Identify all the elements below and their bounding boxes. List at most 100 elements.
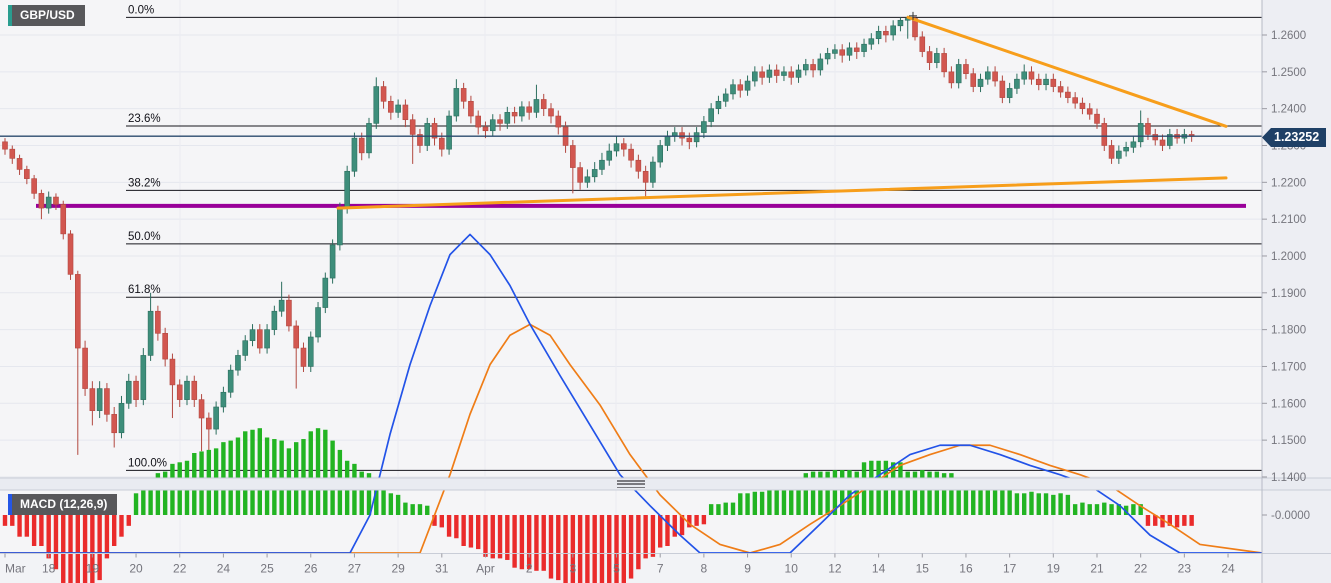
macd-histogram-bar	[1131, 504, 1136, 515]
candle-body	[89, 388, 96, 411]
macd-histogram-bar	[17, 515, 22, 537]
macd-histogram-bar	[133, 493, 139, 515]
price-tick-label: 1.2400	[1271, 104, 1306, 116]
candle-body	[708, 108, 714, 122]
candle-body	[1145, 123, 1151, 135]
candle-body	[133, 380, 139, 400]
candle-body	[351, 137, 358, 172]
macd-histogram-bar	[585, 515, 590, 583]
macd-histogram-bar	[97, 515, 102, 581]
macd-histogram-bar	[723, 502, 728, 515]
candle-body	[846, 47, 853, 56]
date-tick-label: 21	[1090, 562, 1104, 576]
date-tick-label: 19	[1047, 562, 1061, 576]
macd-label: MACD (12,26,9)	[20, 497, 108, 511]
macd-histogram-bar	[454, 515, 459, 539]
candle-body	[125, 380, 132, 404]
date-tick-label: 7	[657, 562, 664, 576]
macd-histogram-bar	[53, 515, 59, 570]
candle-body	[861, 43, 867, 52]
candle-body	[977, 78, 984, 87]
candle-body	[795, 69, 802, 78]
macd-histogram-bar	[978, 482, 983, 515]
macd-histogram-bar	[701, 515, 707, 525]
candle-body	[38, 193, 45, 209]
macd-histogram-bar	[1138, 504, 1143, 515]
macd-histogram-bar	[1160, 515, 1165, 528]
macd-histogram-bar	[112, 515, 117, 546]
macd-tick-label: -0.0000	[1271, 510, 1310, 522]
macd-histogram-bar	[235, 437, 241, 515]
candle-body	[213, 406, 219, 430]
pane-divider-band	[0, 478, 1331, 490]
macd-histogram-bar	[1022, 493, 1027, 515]
date-tick-label: 17	[1003, 562, 1017, 576]
candle-body	[1167, 134, 1173, 146]
candle-body	[992, 71, 998, 82]
date-tick-label: 26	[304, 562, 318, 576]
macd-histogram-bar	[636, 515, 641, 570]
candle-body	[875, 31, 882, 39]
macd-histogram-bar	[308, 431, 313, 515]
candle-body	[773, 69, 780, 76]
macd-histogram-bar	[519, 515, 525, 570]
candle-body	[67, 233, 74, 275]
candle-body	[242, 340, 249, 356]
macd-histogram-bar	[141, 484, 146, 515]
candle-body	[220, 391, 227, 408]
candle-body	[409, 119, 416, 135]
candle-body	[664, 135, 671, 146]
candle-body	[919, 36, 926, 52]
macd-histogram-bar	[650, 515, 656, 557]
macd-histogram-bar	[556, 515, 561, 581]
macd-histogram-bar	[468, 515, 474, 548]
fib-label: 50.0%	[128, 231, 161, 243]
candle-body	[897, 19, 904, 27]
candle-body	[540, 99, 547, 109]
candle-body	[781, 71, 787, 76]
candle-body	[730, 84, 736, 95]
macd-histogram-bar	[1153, 515, 1158, 526]
candle-body	[249, 329, 256, 341]
macd-histogram-bar	[476, 515, 481, 550]
candle-body	[1006, 88, 1013, 98]
macd-histogram-bar	[956, 482, 961, 515]
macd-histogram-bar	[730, 502, 736, 515]
candle-body	[584, 176, 591, 183]
pane-resize-handle[interactable]	[617, 480, 645, 488]
macd-histogram-bar	[534, 515, 539, 571]
macd-histogram-bar	[658, 515, 663, 548]
macd-histogram-bar	[1123, 505, 1129, 515]
macd-histogram-bar	[264, 437, 270, 515]
candle-body	[722, 93, 729, 102]
candle-body	[752, 71, 758, 82]
candle-body	[373, 86, 380, 124]
macd-histogram-bar	[1058, 493, 1063, 515]
date-tick-label: 25	[260, 562, 274, 576]
candle-body	[176, 384, 183, 400]
date-tick-label: 23	[1178, 562, 1192, 576]
macd-histogram-bar	[446, 515, 452, 537]
date-tick-label: 14	[872, 562, 886, 576]
date-tick-label: 22	[1134, 562, 1148, 576]
candle-body	[337, 207, 343, 246]
candle-body	[802, 64, 809, 71]
macd-histogram-bar	[767, 484, 772, 515]
macd-histogram-bar	[789, 480, 794, 515]
macd-histogram-bar	[162, 471, 168, 515]
candle-body	[1043, 78, 1049, 86]
candle-body	[417, 134, 423, 146]
macd-histogram-bar	[927, 471, 932, 515]
candle-body	[111, 414, 117, 434]
macd-histogram-bar	[1080, 502, 1085, 515]
macd-histogram-bar	[1051, 494, 1056, 515]
candle-body	[468, 100, 474, 117]
candle-body	[206, 417, 212, 430]
macd-histogram-bar	[381, 484, 386, 515]
candle-body	[824, 53, 831, 60]
candle-body	[24, 169, 30, 179]
macd-histogram-bar	[774, 482, 779, 515]
